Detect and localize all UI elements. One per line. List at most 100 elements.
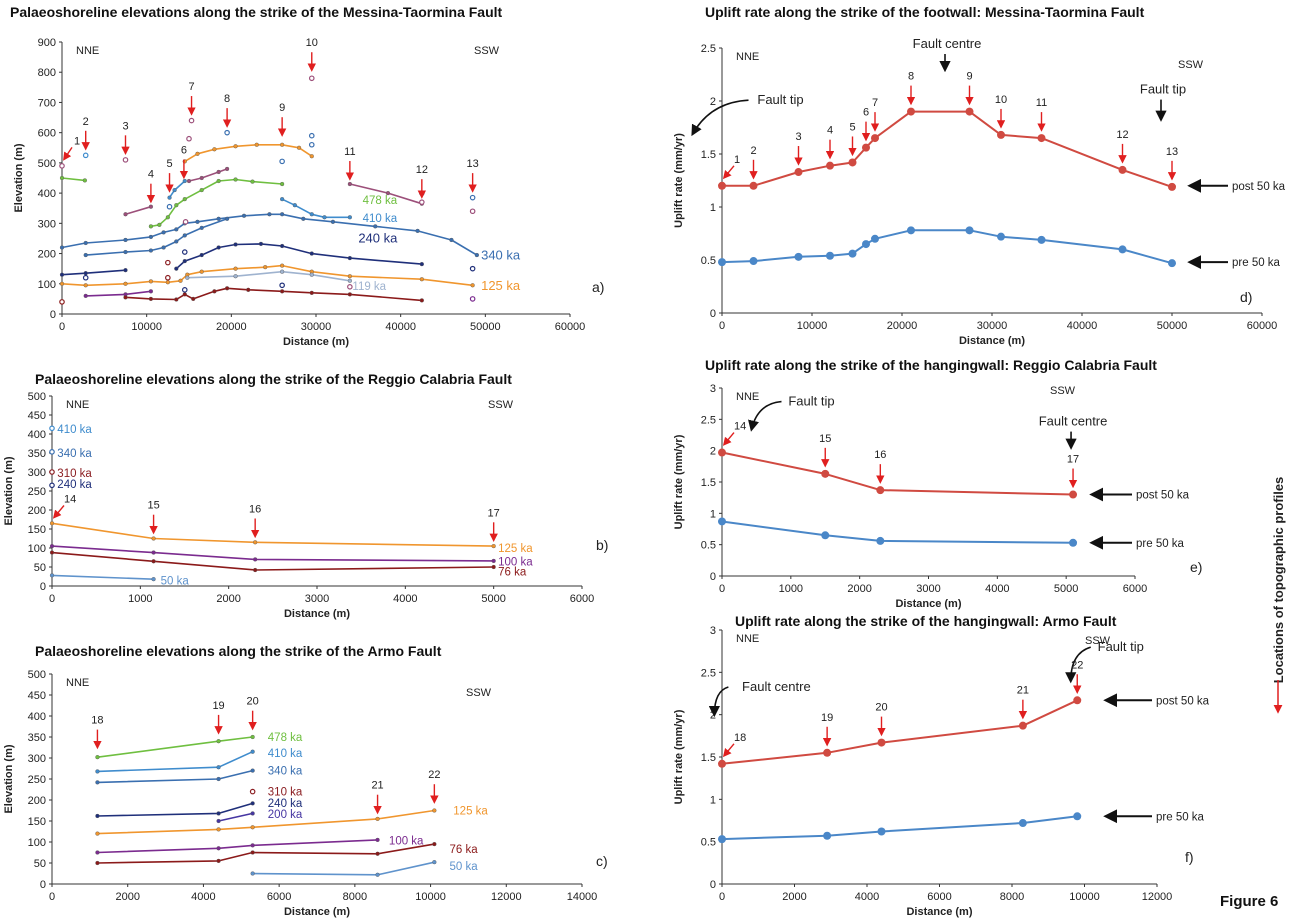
series-label: 76 ka [450, 844, 479, 856]
data-point [375, 872, 380, 877]
y-tick-label: 400 [28, 429, 46, 441]
x-tick-label: 14000 [567, 891, 598, 903]
x-tick-label: 10000 [797, 320, 828, 332]
annotation-arrow [1065, 646, 1092, 684]
data-point [195, 219, 200, 224]
y-axis-label: Elevation (m) [3, 744, 15, 813]
y-axis-label: Elevation (m) [3, 456, 15, 525]
series-label: 50 ka [450, 861, 479, 873]
series-line [97, 802, 253, 817]
x-tick-label: 5000 [1054, 583, 1078, 595]
direction-ssw: SSW [488, 399, 514, 411]
y-tick-label: 0 [40, 879, 46, 891]
data-dot [49, 482, 55, 489]
data-point [330, 219, 336, 224]
x-tick-label: 2000 [847, 583, 871, 595]
direction-ssw: SSW [466, 687, 492, 699]
y-tick-label: 3 [710, 625, 716, 637]
y-tick-label: 0 [710, 308, 716, 320]
location-number: 14 [64, 494, 76, 506]
x-tick-label: 4000 [191, 891, 215, 903]
data-point [95, 755, 100, 760]
data-point [301, 216, 306, 221]
side-series-label: pre 50 ka [1232, 257, 1281, 269]
x-tick-label: 4000 [393, 593, 417, 605]
location-number: 21 [1017, 685, 1029, 697]
location-number: 4 [827, 125, 833, 137]
data-point [241, 213, 247, 218]
y-tick-label: 50 [34, 562, 46, 574]
data-point [174, 203, 179, 208]
y-tick-label: 50 [34, 858, 46, 870]
data-point [250, 179, 255, 184]
data-point [415, 228, 420, 233]
data-point [95, 769, 100, 774]
data-dot [181, 287, 188, 293]
location-number: 17 [488, 507, 500, 519]
location-number: 5 [849, 121, 855, 133]
data-point [877, 827, 886, 836]
y-tick-label: 0 [50, 309, 56, 321]
data-point [195, 151, 200, 156]
data-point [280, 197, 285, 202]
data-point [182, 197, 187, 202]
series-line [51, 522, 494, 547]
y-tick-label: 500 [28, 391, 46, 403]
x-tick-label: 6000 [927, 891, 951, 903]
annotation-arrow [691, 99, 749, 137]
data-point [95, 780, 100, 785]
series-line [721, 520, 1074, 544]
location-number: 22 [1071, 659, 1083, 671]
data-dot [308, 132, 315, 139]
series-line [721, 229, 1173, 265]
y-tick-label: 100 [38, 279, 56, 291]
y-axis-label: Uplift rate (mm/yr) [673, 709, 685, 804]
data-point [718, 835, 726, 844]
data-point [151, 577, 156, 582]
y-tick-label: 150 [28, 524, 46, 536]
panel-label: d) [1240, 289, 1252, 305]
y-tick-label: 250 [28, 774, 46, 786]
series-label: 240 ka [57, 479, 92, 491]
y-tick-label: 2 [710, 96, 716, 108]
side-label: Locations of topographic profiles [1271, 477, 1286, 684]
data-point [373, 224, 378, 229]
side-series-label: post 50 ka [1156, 695, 1210, 707]
location-number: 2 [83, 116, 89, 128]
data-point [432, 860, 437, 865]
data-point [83, 283, 88, 288]
data-point [151, 559, 156, 564]
location-number: 15 [819, 433, 831, 445]
data-point [216, 739, 221, 744]
series-line [51, 551, 494, 571]
location-number: 12 [1116, 129, 1128, 141]
data-point [718, 181, 726, 190]
data-point [491, 543, 496, 549]
location-number: 5 [166, 158, 172, 170]
data-point [419, 298, 424, 303]
data-point [826, 251, 834, 260]
data-dot [249, 788, 256, 795]
data-point [59, 281, 65, 286]
data-point [876, 486, 885, 495]
data-point [123, 268, 128, 273]
data-point [216, 178, 221, 184]
data-dot [82, 152, 89, 159]
side-series-label: post 50 ka [1136, 490, 1190, 502]
data-point [997, 130, 1005, 139]
location-number: 11 [1036, 97, 1047, 109]
data-point [385, 191, 391, 196]
data-dot [308, 75, 315, 82]
x-tick-label: 0 [49, 891, 55, 903]
series-label: 410 ka [57, 424, 92, 436]
data-point [49, 543, 55, 549]
x-tick-label: 40000 [385, 321, 416, 333]
y-tick-label: 350 [28, 448, 46, 460]
data-point [174, 297, 179, 302]
data-point [280, 263, 285, 268]
data-point [199, 269, 204, 274]
x-tick-label: 10000 [1069, 891, 1100, 903]
x-tick-label: 1000 [128, 593, 152, 605]
data-point [296, 145, 302, 150]
location-number: 9 [966, 71, 972, 83]
